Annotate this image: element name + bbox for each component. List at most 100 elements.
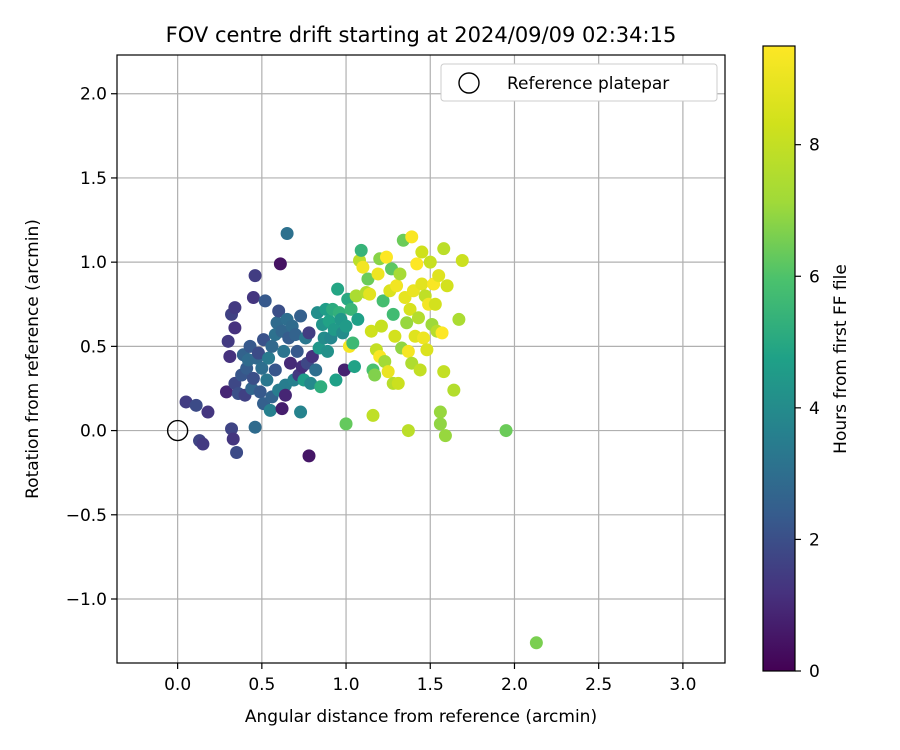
data-point [364, 324, 378, 338]
legend-marker-reference [458, 72, 480, 94]
data-point [289, 328, 303, 342]
data-point [390, 279, 404, 293]
data-point [228, 321, 242, 335]
data-point [309, 363, 323, 377]
x-axis-ticks: 0.0 0.5 1.0 1.5 2.0 2.5 3.0 [164, 663, 696, 695]
chart-title: FOV centre drift starting at 2024/09/09 … [166, 23, 677, 47]
data-points [179, 227, 543, 650]
data-point [226, 432, 240, 446]
data-point [248, 420, 262, 434]
data-point [321, 344, 335, 358]
data-point [438, 429, 452, 443]
data-point [415, 245, 429, 259]
data-point [201, 405, 215, 419]
y-tick-label: 1.5 [80, 169, 107, 189]
data-point [263, 403, 277, 417]
data-point [403, 302, 417, 316]
data-point [260, 373, 274, 387]
data-point [529, 636, 543, 650]
data-point [253, 385, 267, 399]
data-point [255, 361, 269, 375]
y-tick-label: 2.0 [80, 85, 107, 105]
data-point [349, 289, 363, 303]
data-point [379, 250, 393, 264]
data-point [302, 326, 316, 340]
data-point [366, 408, 380, 422]
data-point [386, 307, 400, 321]
data-point [368, 368, 382, 382]
plot-background [117, 55, 725, 663]
data-point [378, 355, 392, 369]
data-point [452, 312, 466, 326]
y-tick-label: 1.0 [80, 253, 107, 273]
data-point [275, 402, 289, 416]
data-point [339, 319, 353, 333]
data-point [290, 344, 304, 358]
colorbar-gradient [762, 45, 796, 672]
data-point [344, 302, 358, 316]
plot-frame [116, 54, 726, 664]
data-point [356, 260, 370, 274]
x-tick-label: 3.0 [669, 675, 696, 695]
data-point [179, 395, 193, 409]
data-point [374, 319, 388, 333]
data-point [314, 380, 328, 394]
x-axis-label: Angular distance from reference (arcmin) [245, 707, 597, 727]
x-tick-label: 2.0 [501, 675, 528, 695]
data-point [417, 331, 431, 345]
data-point [277, 344, 291, 358]
data-point [339, 417, 353, 431]
data-point [262, 351, 276, 365]
data-point [196, 437, 210, 451]
x-tick-label: 1.5 [417, 675, 444, 695]
reference-marker [166, 419, 189, 442]
data-point [354, 243, 368, 257]
data-point [433, 405, 447, 419]
data-point [337, 363, 351, 377]
data-point [447, 383, 461, 397]
data-point [265, 339, 279, 353]
data-point [223, 349, 237, 363]
colorbar: 0 2 4 6 8 Hours from first FF file [762, 45, 851, 682]
data-point [272, 304, 286, 318]
data-point [371, 267, 385, 281]
x-tick-label: 0.0 [164, 675, 191, 695]
data-point [437, 242, 451, 256]
data-point [410, 257, 424, 271]
data-point [225, 422, 239, 436]
data-point [280, 227, 294, 241]
data-point [499, 424, 513, 438]
y-tick-label: −0.5 [66, 506, 107, 526]
data-point [246, 371, 260, 385]
data-point [432, 269, 446, 283]
y-tick-label: 0.5 [80, 337, 107, 357]
y-tick-label: −1.0 [66, 590, 107, 610]
data-point [278, 388, 292, 402]
data-point [428, 297, 442, 311]
data-point [268, 363, 282, 377]
data-point [376, 294, 390, 308]
colorbar-tick-label: 6 [809, 267, 820, 287]
data-point [283, 356, 297, 370]
data-point [400, 316, 414, 330]
x-tick-label: 1.0 [333, 675, 360, 695]
data-point [401, 424, 415, 438]
data-point [423, 255, 437, 269]
data-point [388, 329, 402, 343]
data-point [331, 282, 345, 296]
colorbar-tick-label: 0 [809, 662, 820, 682]
data-point [219, 385, 233, 399]
data-point [230, 445, 244, 459]
legend: Reference platepar [440, 63, 718, 102]
data-point [302, 449, 316, 463]
data-point [329, 373, 343, 387]
data-point [294, 405, 308, 419]
data-point [437, 365, 451, 379]
data-point [413, 363, 427, 377]
data-point [351, 312, 365, 326]
y-axis-ticks: −1.0 −0.5 0.0 0.5 1.0 1.5 2.0 [66, 85, 117, 610]
data-point [411, 311, 425, 325]
y-tick-label: 0.0 [80, 422, 107, 442]
data-point [346, 336, 360, 350]
